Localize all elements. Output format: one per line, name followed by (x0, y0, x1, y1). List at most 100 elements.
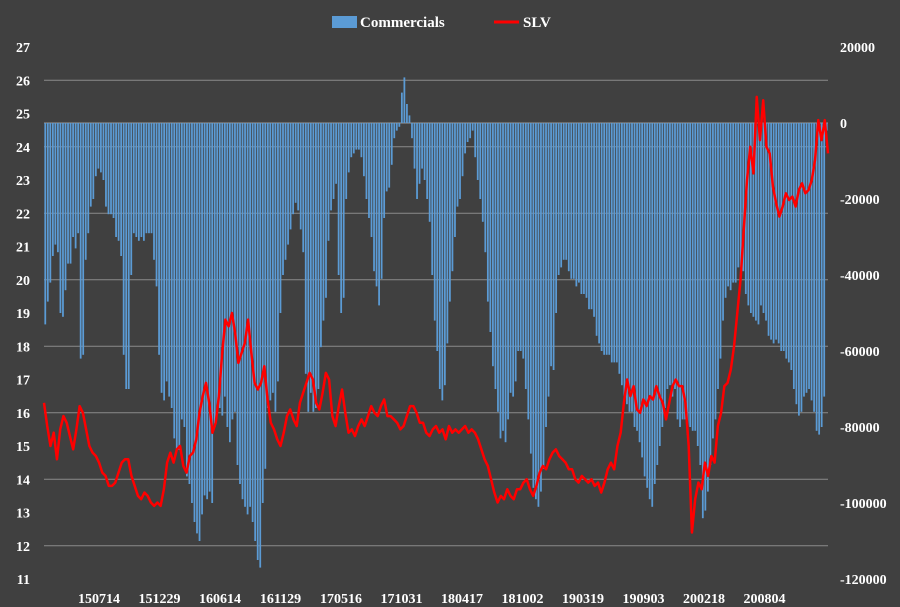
commercials-bar (436, 123, 439, 351)
commercials-bar (696, 123, 699, 446)
commercials-bar (800, 123, 803, 412)
commercials-bar (517, 123, 520, 351)
commercials-bar (739, 123, 742, 268)
commercials-bar (363, 123, 365, 177)
commercials-bar (714, 123, 717, 420)
commercials-bar (737, 123, 740, 268)
commercials-bar (292, 123, 294, 215)
slv-line (42, 95, 830, 534)
commercials-bar (160, 123, 163, 393)
left-tick-label: 20 (16, 274, 30, 289)
commercials-bar (89, 123, 92, 207)
commercials-bar (765, 123, 767, 321)
commercials-bar (390, 123, 393, 165)
commercials-bar (304, 123, 307, 374)
commercials-bar (808, 123, 810, 389)
commercials-bar (234, 123, 236, 412)
x-tick-label: 200804 (744, 592, 786, 607)
commercials-bar (787, 123, 790, 363)
commercials-bar (727, 123, 729, 287)
commercials-bar (724, 123, 727, 298)
legend-swatch-commercials (332, 16, 357, 28)
commercials-bar (603, 123, 606, 355)
commercials-bar (428, 123, 431, 222)
commercials-bar (542, 123, 545, 469)
commercials-bar (332, 123, 335, 199)
commercials-bar (803, 123, 805, 397)
commercials-bar (357, 123, 360, 150)
commercials-bar (747, 123, 750, 306)
commercials-bar (74, 123, 77, 249)
commercials-bar (646, 123, 649, 488)
commercials-bar (820, 123, 823, 427)
commercials-bar (760, 123, 762, 306)
commercials-bar (102, 123, 105, 180)
commercials-bar (466, 123, 469, 142)
commercials-bar (297, 123, 300, 211)
commercials-bar (72, 123, 74, 237)
commercials-bar (342, 123, 345, 298)
commercials-bar (615, 123, 618, 363)
right-tick-label: 0 (840, 117, 847, 132)
commercials-bar (411, 123, 413, 139)
commercials-bar (790, 123, 793, 370)
right-tick-label: -40000 (840, 269, 880, 284)
commercials-bar (337, 123, 340, 275)
commercials-bar (223, 123, 226, 397)
left-tick-label: 25 (16, 108, 30, 123)
commercials-bar (64, 123, 67, 291)
commercials-bar (413, 123, 416, 169)
commercials-bar (112, 123, 115, 218)
commercials-bar (524, 123, 527, 389)
commercials-bar (244, 123, 246, 507)
commercials-bar (122, 123, 125, 355)
commercials-bar (239, 123, 241, 484)
right-tick-label: -120000 (840, 573, 887, 588)
left-tick-label: 24 (16, 141, 30, 156)
legend-label-commercials: Commercials (360, 15, 445, 31)
commercials-bar (325, 123, 327, 298)
commercials-bar (514, 123, 517, 382)
commercials-bar (355, 123, 358, 150)
commercials-bar (691, 123, 694, 431)
commercials-bar (484, 123, 487, 253)
commercials-bar (749, 123, 752, 313)
commercials-bar (135, 123, 138, 237)
commercials-bar (256, 123, 259, 560)
commercials-bar (216, 123, 219, 412)
commercials-bar (712, 123, 714, 439)
commercials-bar (352, 123, 355, 154)
legend: Commercials SLV (332, 15, 551, 31)
commercials-bar (44, 123, 47, 325)
commercials-bar (459, 123, 461, 199)
commercials-bar (77, 123, 80, 234)
left-tick-label: 16 (16, 407, 30, 422)
commercials-bar (469, 123, 472, 139)
commercials-bar (527, 123, 530, 420)
commercials-bar (717, 123, 719, 389)
commercials-bar (494, 123, 497, 389)
commercials-bar (610, 123, 613, 363)
commercials-bar (145, 123, 148, 234)
commercials-bar (373, 123, 375, 272)
commercials-bar (648, 123, 651, 500)
commercials-bar (385, 123, 388, 192)
commercials-bar (173, 123, 176, 439)
commercials-bar (651, 123, 654, 507)
commercials-bar (686, 123, 689, 435)
left-tick-label: 22 (16, 207, 30, 222)
commercials-bar (421, 123, 423, 169)
commercials-bar (284, 123, 287, 260)
commercials-bar (82, 123, 85, 355)
commercials-bar (274, 123, 277, 412)
commercials-bar (370, 123, 373, 237)
left-tick-label: 19 (16, 307, 30, 322)
commercials-bar (661, 123, 664, 427)
commercials-bar (684, 123, 686, 420)
commercials-bar (320, 123, 322, 348)
commercials-bar (368, 123, 370, 218)
commercials-bar (593, 123, 595, 317)
commercials-bar (416, 123, 418, 199)
commercials-bar (59, 123, 62, 313)
commercials-bar (388, 123, 391, 188)
